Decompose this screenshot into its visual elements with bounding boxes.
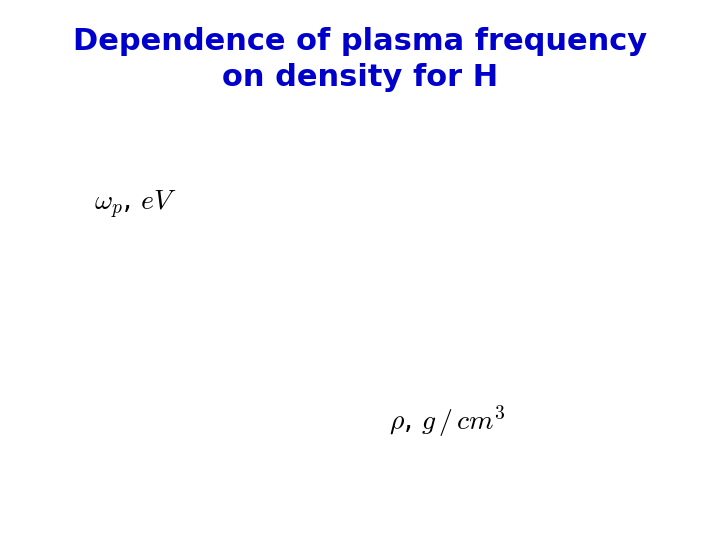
Text: $\rho$, $g\,/\,cm^{3}$: $\rho$, $g\,/\,cm^{3}$ [389,403,505,439]
Text: Dependence of plasma frequency
on density for H: Dependence of plasma frequency on densit… [73,27,647,92]
Text: $\omega_{p}$, $eV$: $\omega_{p}$, $eV$ [94,189,176,221]
